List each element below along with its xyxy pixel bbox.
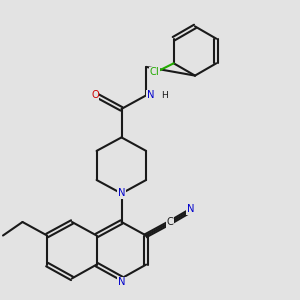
Text: N: N xyxy=(118,277,125,287)
Text: N: N xyxy=(147,90,154,100)
Text: Cl: Cl xyxy=(149,67,159,77)
Text: H: H xyxy=(161,91,167,100)
Text: N: N xyxy=(187,204,194,214)
Text: O: O xyxy=(91,90,99,100)
Text: C: C xyxy=(167,217,173,227)
Text: N: N xyxy=(118,188,125,199)
